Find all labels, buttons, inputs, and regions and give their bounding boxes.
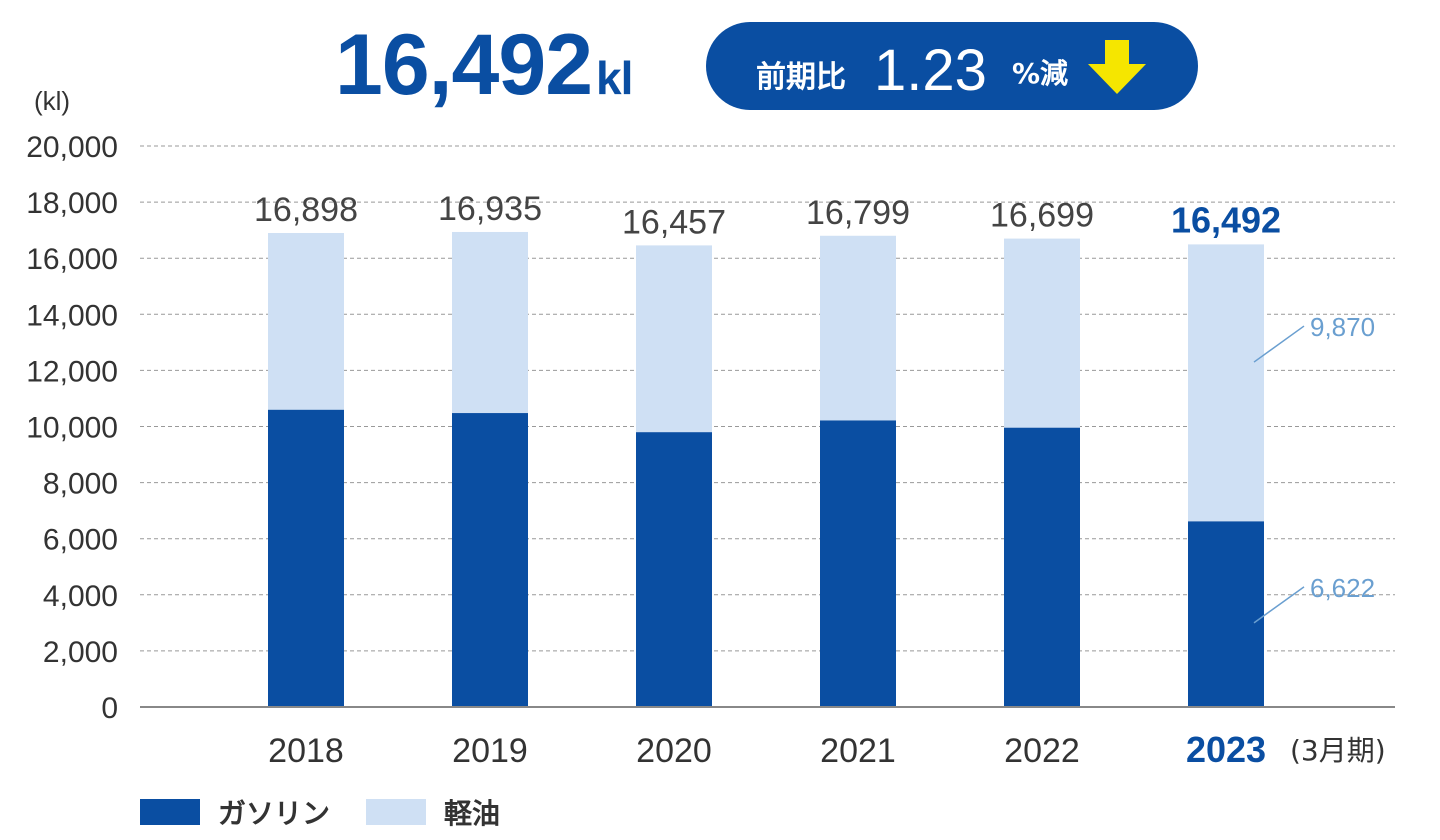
y-tick-label: 8,000 (43, 468, 118, 501)
down-arrow-icon (1088, 40, 1146, 94)
headline-total: 16,492kl (335, 22, 633, 108)
callout-leader (1253, 325, 1305, 363)
x-tick-label: 2022 (1004, 732, 1080, 770)
y-tick-label: 20,000 (26, 131, 118, 164)
callout-value-label: 6,622 (1310, 573, 1375, 603)
badge-label: 前期比 (756, 60, 846, 95)
legend-swatch-diesel (366, 799, 427, 825)
x-tick-label: 2018 (268, 732, 344, 770)
bar-segment-diesel (1188, 244, 1264, 522)
y-tick-label: 14,000 (26, 299, 118, 332)
bars (268, 231, 1264, 707)
x-tick-label: 2020 (636, 732, 712, 770)
x-tick-label: 2019 (452, 732, 528, 770)
headline-value: 16,492 (335, 17, 593, 113)
bar-segment-diesel (636, 245, 712, 433)
y-axis-ticks: 0 2,000 4,000 6,000 8,000 10,000 12,000 14,000 1… (26, 131, 118, 725)
x-tick-label: 2023 (1186, 729, 1266, 770)
total-labels: 16,898 16,935 16,457 16,799 16,699 16,492 (254, 190, 1281, 241)
badge-value: 1.23 (874, 38, 987, 103)
total-label: 16,799 (806, 194, 910, 232)
bar-segment-diesel (452, 231, 528, 414)
callout-value-label: 9,870 (1310, 312, 1375, 342)
x-tick-label: 2021 (820, 732, 896, 770)
legend: ガソリン 軽油 (140, 792, 536, 832)
y-tick-label: 0 (101, 692, 118, 725)
y-tick-label: 18,000 (26, 187, 118, 220)
bar-segment-diesel (820, 235, 896, 421)
bar-segment-diesel (1004, 238, 1080, 428)
y-tick-label: 4,000 (43, 580, 118, 613)
total-label: 16,457 (622, 203, 726, 241)
total-label: 16,935 (438, 190, 542, 228)
y-tick-label: 10,000 (26, 412, 118, 445)
bar-segment-gasoline (268, 409, 344, 707)
bar-segment-gasoline (1188, 521, 1264, 707)
annotations: 9,870 6,622 (1253, 312, 1375, 624)
x-axis-ticks: 2018 2019 2020 2021 2022 2023 (268, 729, 1266, 770)
y-tick-label: 2,000 (43, 636, 118, 669)
legend-label-gasoline: ガソリン (218, 797, 331, 830)
bar-segment-gasoline (636, 432, 712, 707)
y-axis-unit-label: (kl) (34, 86, 70, 116)
legend-item-gasoline: ガソリン (140, 792, 330, 832)
bar-segment-gasoline (820, 420, 896, 707)
legend-label-diesel: 軽油 (444, 797, 501, 830)
bar-segment-gasoline (452, 413, 528, 707)
total-label: 16,492 (1171, 199, 1281, 240)
y-tick-label: 12,000 (26, 355, 118, 388)
y-tick-label: 16,000 (26, 243, 118, 276)
bar-segment-gasoline (1004, 427, 1080, 707)
callout-leader (1253, 586, 1305, 624)
x-axis-period-suffix: (3月期) (1290, 734, 1386, 767)
gridlines (140, 145, 1395, 652)
legend-item-diesel: 軽油 (366, 792, 500, 832)
bar-segment-diesel (268, 233, 344, 410)
yoy-change-badge: 前期比 1.23 %減 (706, 22, 1198, 110)
legend-swatch-gasoline (140, 799, 200, 825)
badge-suffix: %減 (1012, 57, 1069, 90)
y-tick-label: 6,000 (43, 524, 118, 557)
total-label: 16,699 (990, 197, 1094, 235)
headline-unit: kl (596, 52, 633, 104)
total-label: 16,898 (254, 191, 358, 229)
